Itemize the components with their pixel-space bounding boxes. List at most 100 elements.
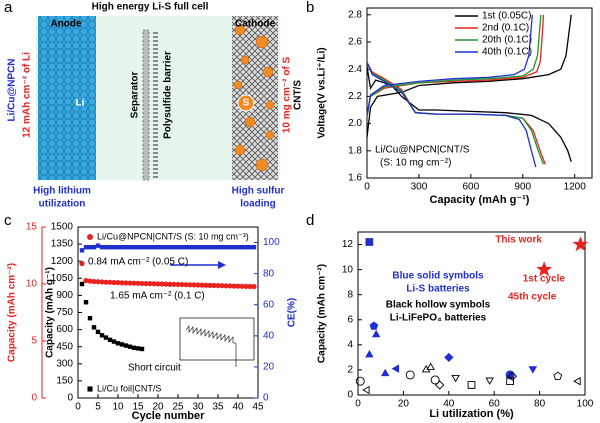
y-tick-label: 1500	[51, 222, 74, 233]
point	[211, 244, 217, 250]
y-tick-label: 1.8	[348, 145, 362, 156]
point	[235, 244, 241, 250]
point	[203, 244, 209, 250]
plot-frame	[357, 231, 586, 396]
point	[231, 283, 237, 289]
x-tick-label: 1200	[564, 182, 587, 193]
y-tick-label: 2.6	[348, 37, 362, 48]
panel-letter: b	[306, 0, 314, 16]
panel-letter: a	[4, 0, 13, 16]
y-tick-label: 2.0	[348, 118, 362, 129]
point	[135, 244, 141, 250]
y3-axis-label: Capacity (mAh cm⁻²)	[7, 263, 18, 362]
point	[163, 244, 169, 250]
point	[195, 244, 201, 250]
legend-label: Li/Cu foil|CNT/S	[97, 383, 161, 393]
point	[131, 244, 137, 250]
point	[219, 244, 225, 250]
point	[219, 283, 225, 289]
point	[247, 244, 253, 250]
legend-label: 40th (0.1C)	[482, 47, 532, 58]
x-tick-label: 30	[192, 402, 204, 413]
annotation: Li-LiFePO₄ batteries	[390, 313, 487, 324]
point	[528, 366, 538, 374]
point	[243, 283, 249, 290]
annotation: (S: 10 mg cm⁻²)	[380, 158, 451, 169]
point	[123, 280, 129, 286]
x-tick-label: 10	[112, 402, 124, 413]
x-tick-label: 900	[514, 182, 531, 193]
y-tick-label: 300	[56, 358, 73, 369]
point	[430, 375, 440, 385]
bottom-right-text: loading	[240, 199, 276, 210]
panel-letter: c	[4, 212, 12, 229]
y-tick-label: 2	[347, 365, 353, 376]
point	[199, 244, 205, 250]
point	[435, 380, 445, 390]
point	[91, 244, 97, 250]
y-axis-label: Capacity (mAh g⁻¹)	[45, 267, 56, 358]
point	[215, 244, 221, 250]
point	[127, 244, 133, 250]
point	[111, 339, 117, 344]
point	[195, 282, 201, 288]
point	[536, 261, 553, 277]
point	[119, 342, 125, 347]
point	[131, 345, 137, 351]
annotation: Li/Cu@NPCN|CNT/S	[375, 145, 470, 156]
point	[223, 244, 229, 250]
point	[83, 244, 89, 250]
point	[159, 244, 165, 250]
point	[135, 280, 141, 286]
point	[467, 381, 476, 389]
point	[191, 282, 197, 288]
point	[91, 325, 97, 330]
x-tick-label: 25	[172, 402, 184, 413]
anode-material: Li/Cu@NPCN	[7, 58, 18, 121]
s-label: S	[243, 98, 250, 109]
point	[135, 346, 141, 351]
point	[79, 281, 85, 287]
cathode-label: Cathode	[235, 19, 275, 30]
y-tick-label: 0	[67, 393, 73, 404]
sulfur-icon	[237, 94, 255, 112]
point	[485, 377, 494, 385]
point	[187, 282, 193, 288]
y-axis-label: Voltage(V vs.Li⁺/Li)	[317, 47, 328, 138]
y2-tick-label: 60	[263, 299, 275, 310]
x-tick-label: 35	[212, 402, 224, 413]
cell-diagram: High energy Li-S full cell Anode Cathode…	[7, 2, 304, 210]
annotation: Short circuit	[128, 363, 181, 374]
point	[99, 333, 105, 338]
annotation: Li-S batteries	[406, 284, 470, 295]
point	[119, 244, 125, 250]
y-tick-label: 900	[56, 290, 73, 301]
x-tick-label: 40	[232, 402, 244, 413]
x-tick-label: 60	[489, 399, 501, 410]
point	[139, 346, 145, 352]
plot-frame	[366, 7, 593, 179]
point	[83, 277, 89, 284]
point	[507, 371, 518, 381]
y-tick-label: 8	[347, 289, 353, 300]
y-tick-label: 1200	[51, 256, 74, 267]
point	[95, 279, 101, 285]
x-tick-label: 15	[132, 402, 144, 413]
point	[183, 282, 189, 288]
point	[127, 280, 133, 286]
point	[251, 244, 257, 250]
point	[151, 244, 157, 250]
point	[355, 376, 365, 386]
y3-tick-label: 10	[26, 279, 38, 290]
point	[426, 362, 435, 370]
point	[87, 315, 93, 321]
y-tick-label: 12	[342, 239, 354, 250]
barrier	[153, 30, 158, 180]
curve	[366, 14, 537, 168]
point	[123, 343, 129, 348]
x-tick-label: 20	[152, 402, 164, 413]
bottom-left-text: High lithium	[33, 186, 91, 197]
point	[572, 236, 589, 252]
point	[163, 281, 169, 287]
